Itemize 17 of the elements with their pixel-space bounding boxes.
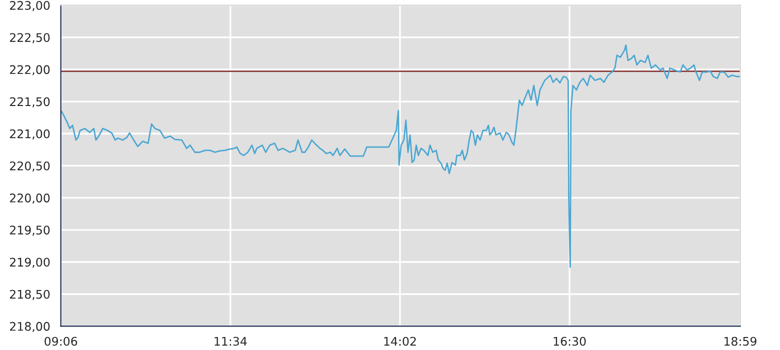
line-series [60,44,740,268]
y-tick-label: 222,00 [10,65,50,76]
x-tick-label: 09:06 [44,336,78,346]
y-tick-label: 218,50 [10,290,50,300]
y-tick-label: 223,00 [10,0,50,12]
y-tick-label: 220,50 [10,161,50,172]
y-tick-label: 219,00 [10,258,50,268]
x-tick-label: 14:02 [384,336,416,346]
y-tick-label: 220,00 [10,194,50,204]
y-tick-label: 219,50 [10,226,50,236]
y-tick-label: 218,00 [10,322,50,332]
x-tick-label: 16:30 [554,336,586,346]
y-tick-label: 221,50 [10,97,50,108]
y-tick-label: 221,00 [10,129,50,140]
y-tick-label: 222,50 [10,33,50,44]
x-tick-label: 18:59 [724,336,756,346]
x-tick-label: 11:34 [214,336,247,346]
